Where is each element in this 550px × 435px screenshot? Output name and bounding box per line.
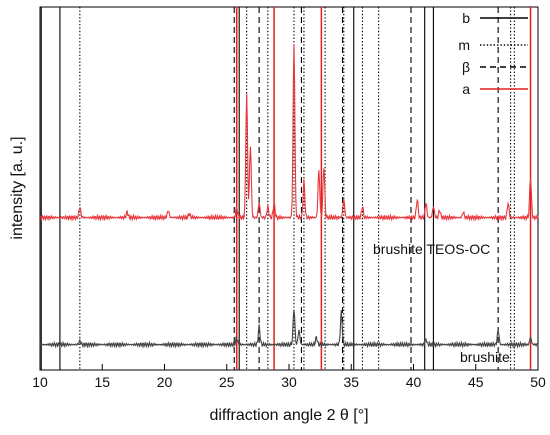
legend-label-beta: β — [462, 59, 470, 75]
x-tick-label: 25 — [219, 374, 235, 390]
series-line-brushite — [39, 309, 539, 349]
x-tick-label: 20 — [157, 374, 173, 390]
annotation-brushite-teos-oc: brushite TEOS-OC — [373, 241, 490, 257]
x-axis-ticks: 10 15 20 25 30 35 40 45 50 — [32, 364, 546, 390]
series-line-brushite-teos-oc — [39, 44, 539, 222]
legend-label-m: m — [458, 37, 470, 53]
x-tick-label: 35 — [343, 374, 359, 390]
diffraction-series — [39, 44, 539, 349]
x-tick-label: 50 — [530, 374, 546, 390]
legend-label-b: b — [462, 10, 470, 26]
plot-area-frame — [39, 6, 539, 371]
legend: b m β a — [458, 10, 528, 97]
x-tick-label: 15 — [94, 374, 110, 390]
x-axis-label: diffraction angle 2 θ [°] — [209, 407, 368, 424]
x-tick-label: 10 — [32, 374, 48, 390]
y-axis-label: intensity [a. u.] — [9, 136, 26, 239]
legend-label-a: a — [462, 81, 470, 97]
annotation-brushite: brushite — [460, 349, 510, 365]
x-tick-label: 40 — [406, 374, 422, 390]
x-tick-label: 45 — [468, 374, 484, 390]
x-tick-label: 30 — [281, 374, 297, 390]
